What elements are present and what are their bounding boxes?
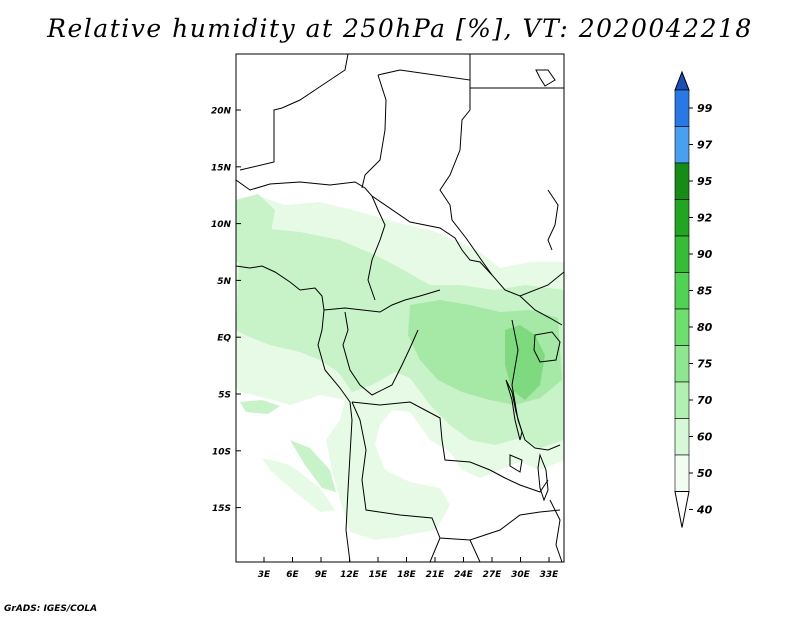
colorbar-swatch: [674, 162, 690, 200]
chart-title: Relative humidity at 250hPa [%], VT: 202…: [47, 14, 753, 43]
colorbar-label: 80: [697, 321, 713, 334]
colorbar-swatch: [674, 308, 690, 346]
grads-credit: GrADS: IGES/COLA: [4, 604, 98, 614]
map-frame: [235, 53, 565, 563]
lake-tanganyika: [505, 379, 523, 441]
chad-border: [239, 54, 349, 171]
coastlines-and-borders: [236, 54, 564, 562]
colorbar-label: 90: [697, 248, 713, 261]
colorbar-label: 75: [697, 358, 713, 371]
libya-egypt-border: [469, 54, 564, 110]
colorbar-label: 70: [697, 394, 713, 407]
lake-victoria: [533, 331, 561, 363]
lat-label: EQ: [217, 334, 231, 344]
lon-label: 18E: [397, 570, 417, 580]
lon-label: 33E: [540, 570, 560, 580]
lon-label: 24E: [454, 570, 474, 580]
colorbar-label: 40: [696, 504, 713, 517]
cameroon-border: [323, 289, 441, 313]
colorbar-swatch: [674, 272, 690, 310]
colorbar-swatch: [674, 381, 690, 419]
humidity-streak-2: [290, 440, 336, 492]
colorbar-swatch: [674, 454, 690, 492]
lon-label: 3E: [258, 570, 271, 580]
colorbar-swatch: [674, 345, 690, 383]
humidity-colorbar: 99 97 95 92 90 85 80 75 70 60 50 40: [674, 70, 713, 528]
lon-label: 6E: [286, 570, 299, 580]
nile-coast: [535, 69, 556, 87]
colorbar-bottom-arrow: [674, 491, 690, 528]
zambia-border: [429, 537, 481, 562]
west-africa-coastline: [236, 265, 353, 562]
colorbar-label: 99: [697, 102, 713, 115]
lat-label: 10S: [212, 447, 231, 457]
latitude-axis: 20N 15N 10N 5N EQ 5S 10S 15S: [211, 107, 241, 514]
congo-border: [342, 311, 419, 396]
longitude-axis: 3E 6E 9E 12E 15E 18E 21E 24E 27E 30E 33E: [258, 557, 559, 580]
drc-south-border: [351, 401, 549, 493]
colorbar-label: 97: [697, 139, 713, 152]
mozambique-coast: [549, 499, 563, 562]
lon-label: 9E: [315, 570, 328, 580]
lat-label: 20N: [211, 107, 232, 117]
lake-malawi: [537, 453, 549, 502]
colorbar-swatch: [674, 126, 690, 164]
humidity-shading: [236, 194, 564, 540]
niger-nigeria-border: [236, 179, 386, 301]
colorbar-label: 85: [697, 285, 713, 298]
lon-label: 27E: [483, 570, 503, 580]
colorbar-label: 95: [697, 175, 713, 188]
lat-label: 5S: [218, 391, 231, 401]
colorbar-label: 92: [697, 212, 713, 225]
colorbar-swatch: [674, 199, 690, 237]
humidity-patch-south: [352, 515, 425, 538]
lat-label: 15N: [211, 163, 232, 173]
lat-label: 5N: [217, 277, 231, 287]
humidity-patch-west: [240, 400, 280, 414]
colorbar-label: 60: [697, 431, 713, 444]
lat-label: 15S: [212, 504, 231, 514]
humidity-patch-north: [236, 194, 275, 262]
red-sea-coast: [547, 189, 559, 251]
car-border: [371, 195, 493, 276]
angola-border: [351, 401, 561, 541]
lat-label: 10N: [211, 220, 232, 230]
lon-label: 30E: [511, 570, 531, 580]
lon-label: 12E: [340, 570, 360, 580]
colorbar-label: 50: [697, 467, 713, 480]
humidity-region-lake: [505, 325, 545, 400]
humidity-streak-1: [262, 458, 335, 512]
colorbar-swatch: [674, 418, 690, 456]
lon-label: 21E: [426, 570, 446, 580]
colorbar-swatch: [674, 235, 690, 273]
colorbar-swatch: [674, 89, 690, 127]
lon-label: 15E: [369, 570, 389, 580]
colorbar-top-arrow: [674, 70, 690, 91]
zambezi-lake: [509, 454, 523, 473]
chad-car-border: [361, 74, 387, 189]
